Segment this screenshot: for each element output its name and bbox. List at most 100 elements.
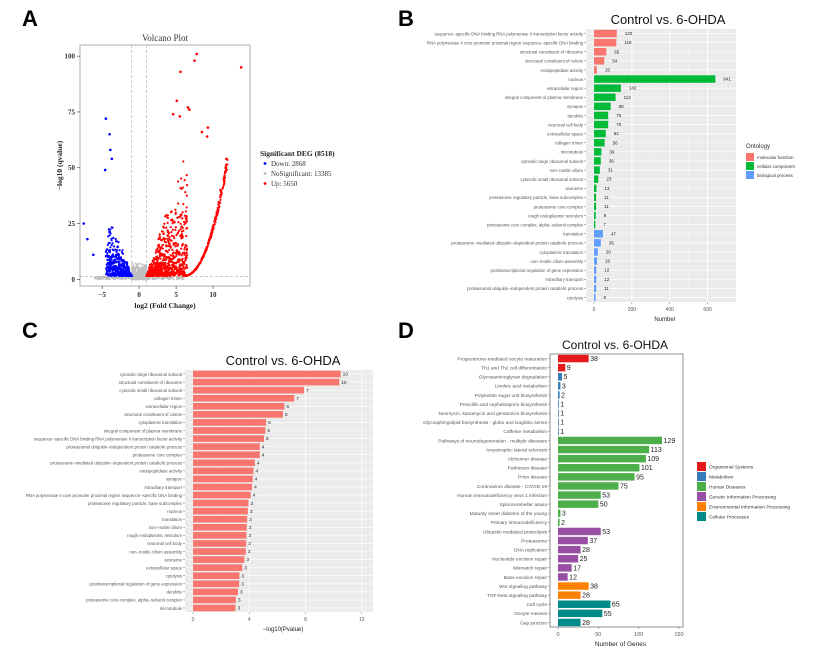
point-down xyxy=(109,228,112,231)
point-nosig xyxy=(138,262,141,265)
category-label: Polyketide sugar unit biosynthesis xyxy=(475,393,548,399)
panel-letter-d: D xyxy=(398,318,414,343)
point-down xyxy=(108,234,111,237)
category-label: Oocyte meiosis xyxy=(514,611,547,617)
point-nosig xyxy=(144,275,147,278)
point-nosig xyxy=(134,277,137,280)
point-nosig xyxy=(141,274,144,277)
data-label: 3 xyxy=(562,383,566,390)
chart-title: Control vs. 6-OHDA xyxy=(562,338,668,352)
point-nosig xyxy=(105,277,108,280)
point-down xyxy=(122,259,125,263)
data-label: 113 xyxy=(651,447,662,454)
point-nosig xyxy=(181,278,184,281)
point-down xyxy=(126,264,129,267)
data-label: 3 xyxy=(562,511,566,518)
bar xyxy=(558,409,559,417)
bar xyxy=(558,600,611,608)
data-label: 2 xyxy=(561,520,565,527)
point-down xyxy=(111,253,115,256)
point-down xyxy=(104,255,107,258)
point-down xyxy=(113,274,117,277)
point-down xyxy=(112,245,116,248)
bar xyxy=(558,564,572,572)
data-label: 12 xyxy=(569,574,577,581)
point-nosig xyxy=(141,272,144,275)
point-down xyxy=(115,249,119,252)
point-nosig xyxy=(98,277,101,280)
category-label: Proteasome xyxy=(521,538,547,544)
data-label: 1 xyxy=(560,429,564,436)
bar xyxy=(558,464,640,472)
point-nosig xyxy=(158,277,161,280)
point-nosig xyxy=(132,276,135,279)
point-nosig xyxy=(117,277,120,280)
data-label: 1 xyxy=(560,402,564,409)
legend-label: Cellular Processes xyxy=(709,515,750,521)
point-down xyxy=(108,241,111,244)
point-nosig xyxy=(132,270,135,273)
point-down xyxy=(107,262,110,265)
point-nosig xyxy=(143,273,146,276)
bar xyxy=(558,427,559,436)
point-up xyxy=(159,257,162,260)
point-up xyxy=(183,248,186,251)
point-down xyxy=(113,261,116,264)
category-label: TGF-beta signaling pathway xyxy=(487,593,548,599)
point-down xyxy=(106,252,109,255)
point-down xyxy=(111,269,114,272)
bar xyxy=(558,555,579,563)
chart-title: Volcano Plot xyxy=(142,33,189,43)
legend-label: Organismal Systems xyxy=(709,465,754,471)
category-label: Spinocerebellar ataxia xyxy=(500,502,548,508)
point-down xyxy=(121,274,125,277)
point-down xyxy=(106,248,109,251)
point-down xyxy=(106,269,110,272)
point-nosig xyxy=(124,278,127,281)
point-up xyxy=(174,226,177,229)
point-nosig xyxy=(134,274,137,277)
bar xyxy=(558,482,619,490)
bar xyxy=(558,373,563,381)
point-down xyxy=(110,237,113,240)
point-nosig xyxy=(116,276,119,279)
point-nosig xyxy=(141,269,144,272)
point-nosig xyxy=(167,278,170,281)
point-up xyxy=(165,244,168,247)
point-nosig xyxy=(160,277,163,280)
point-down xyxy=(115,261,118,264)
point-down xyxy=(117,256,121,259)
legend-label: Environmental Information Processing xyxy=(709,505,790,511)
point-nosig xyxy=(113,276,116,279)
point-down xyxy=(105,273,108,276)
point-down xyxy=(107,266,110,269)
point-down xyxy=(114,237,117,241)
bar xyxy=(558,573,568,581)
category-label: Pathways of neurodegeneration - multiple… xyxy=(438,438,547,444)
point-down xyxy=(121,259,124,262)
point-up xyxy=(183,246,187,249)
point-up xyxy=(170,230,173,234)
point-nosig xyxy=(142,270,145,273)
point-down xyxy=(123,274,126,277)
point-nosig xyxy=(104,275,107,278)
point-nosig xyxy=(135,265,138,268)
point-up xyxy=(167,245,170,248)
point-nosig xyxy=(175,276,178,279)
data-label: 53 xyxy=(602,529,610,536)
point-down xyxy=(109,246,112,249)
point-down xyxy=(107,249,110,252)
point-down xyxy=(112,259,115,262)
point-down xyxy=(110,258,113,261)
point-down xyxy=(111,226,114,229)
point-down xyxy=(118,263,121,266)
point-nosig xyxy=(176,278,179,281)
point-up xyxy=(162,232,165,235)
point-down xyxy=(106,243,109,246)
point-up xyxy=(171,228,174,231)
point-down xyxy=(119,257,123,260)
x-axis-label: Number of Genes xyxy=(595,641,647,648)
point-down xyxy=(129,273,133,276)
point-down xyxy=(106,274,110,277)
point-up xyxy=(162,257,165,260)
